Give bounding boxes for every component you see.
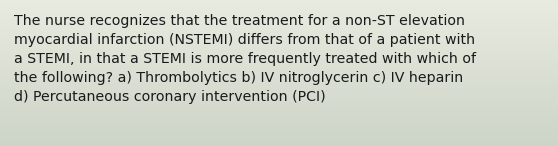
Text: The nurse recognizes that the treatment for a non-ST elevation
myocardial infarc: The nurse recognizes that the treatment … [14,14,476,104]
